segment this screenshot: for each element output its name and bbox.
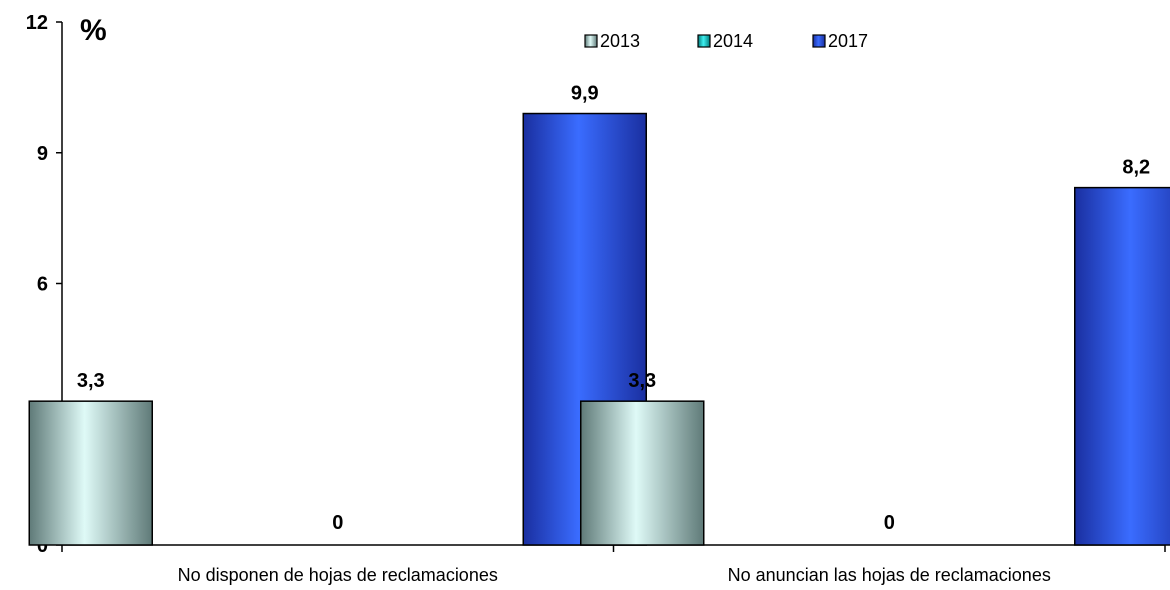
data-label-2013: 3,3 [77,370,105,392]
bar-2017 [1074,186,1170,546]
data-label-2014: 0 [332,512,343,534]
bar-2013 [580,400,705,546]
x-category-label: No disponen de hojas de reclamaciones [178,565,498,585]
x-category-label: No anuncian las hojas de reclamaciones [728,565,1051,585]
y-tick-label: 6 [37,274,48,296]
legend-label-2014: 2014 [713,31,753,51]
data-labels: 3,3 0 9,9 3,3 0 8,2 [77,83,1150,534]
unit-label: % [80,14,107,47]
y-tick-label: 12 [26,12,48,34]
y-tick-label: 0 [37,535,48,557]
legend-swatch-2014 [697,34,711,48]
legend-label-2013: 2013 [600,31,640,51]
legend: 2013 2014 2017 [584,31,868,51]
data-label-2017: 8,2 [1122,157,1150,179]
bars [28,112,1170,546]
data-label-2014: 0 [884,512,895,534]
legend-swatch-2017 [812,34,826,48]
legend-label-2017: 2017 [828,31,868,51]
data-label-2013: 3,3 [628,370,656,392]
bar-2013 [28,400,153,546]
y-tick-label: 9 [37,143,48,165]
legend-swatch-2013 [584,34,598,48]
data-label-2017: 9,9 [571,83,599,105]
